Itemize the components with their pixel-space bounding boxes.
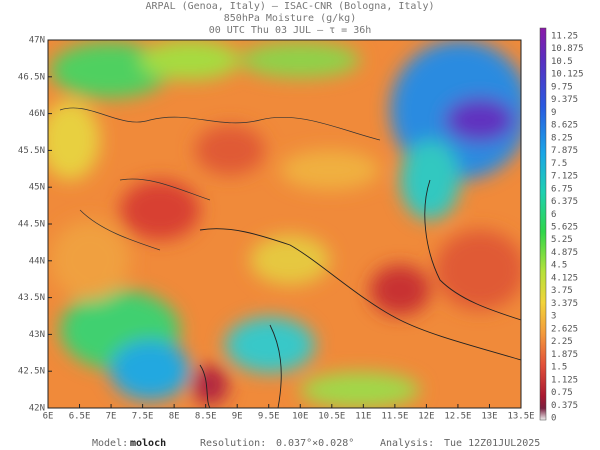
lon-label: 11E — [355, 412, 371, 422]
lat-label: 44.5N — [18, 220, 45, 230]
lon-label: 11.5E — [381, 412, 408, 422]
analysis: Tue 12Z01JUL2025 — [444, 438, 540, 449]
lon-label: 9E — [232, 412, 243, 422]
colorbar-label: 3.75 — [551, 286, 573, 296]
lon-label: 13E — [481, 412, 497, 422]
analysis-label: Analysis: — [380, 438, 434, 449]
lat-label: 47N — [29, 36, 45, 46]
lon-label: 6E — [43, 412, 54, 422]
colorbar-label: 10.125 — [551, 70, 584, 80]
lon-label: 7E — [106, 412, 117, 422]
colorbar-label: 5.25 — [551, 235, 573, 245]
colorbar-label: 6.375 — [551, 197, 578, 207]
header-line: 850hPa Moisture (g/kg) — [224, 13, 356, 24]
model: moloch — [130, 438, 166, 449]
colorbar — [539, 27, 547, 421]
colorbar-label: 6.75 — [551, 184, 573, 194]
colorbar-label: 8.625 — [551, 121, 578, 131]
lat-label: 43.5N — [18, 293, 45, 303]
colorbar-label: 7.875 — [551, 146, 578, 156]
colorbar-label: 0 — [551, 414, 556, 424]
lon-label: 9.5E — [258, 412, 280, 422]
lat-label: 42.5N — [18, 367, 45, 377]
colorbar-label: 9 — [551, 108, 556, 118]
lon-label: 8.5E — [195, 412, 217, 422]
lat-label: 46.5N — [18, 72, 45, 82]
header-line: ARPAL (Genoa, Italy) – ISAC-CNR (Bologna… — [146, 1, 435, 12]
resolution-label: Resolution: — [200, 438, 266, 449]
colorbar-label: 1.125 — [551, 375, 578, 385]
colorbar-label: 6 — [551, 210, 556, 220]
colorbar-label: 2.25 — [551, 337, 573, 347]
resolution: 0.037°×0.028° — [276, 438, 354, 449]
colorbar-label: 9.75 — [551, 82, 573, 92]
lat-label: 45.5N — [18, 146, 45, 156]
lat-label: 44N — [29, 256, 45, 266]
lat-label: 42N — [29, 404, 45, 414]
colorbar-label: 8.25 — [551, 133, 573, 143]
colorbar-label: 10.875 — [551, 44, 584, 54]
colorbar-label: 10.5 — [551, 57, 573, 67]
colorbar-label: 11.25 — [551, 32, 578, 42]
lon-label: 10.5E — [318, 412, 345, 422]
lon-label: 6.5E — [69, 412, 91, 422]
colorbar-label: 9.375 — [551, 95, 578, 105]
colorbar-label: 7.5 — [551, 159, 567, 169]
colorbar-label: 0.75 — [551, 388, 573, 398]
model-label: Model: — [92, 438, 128, 449]
colorbar-labels: 11.25 10.875 10.5 10.125 9.75 9.375 9 8.625 8.25… — [551, 32, 584, 424]
colorbar-label: 1.875 — [551, 350, 578, 360]
footer: Model: moloch Resolution: 0.037°×0.028° … — [92, 438, 540, 449]
lon-label: 8E — [169, 412, 180, 422]
colorbar-label: 5.625 — [551, 223, 578, 233]
colorbar-label: 4.5 — [551, 261, 567, 271]
colorbar-label: 3 — [551, 312, 556, 322]
colorbar-label: 2.625 — [551, 324, 578, 334]
colorbar-label: 3.375 — [551, 299, 578, 309]
colorbar-label: 4.125 — [551, 273, 578, 283]
lat-label: 43N — [29, 330, 45, 340]
map-axes: 47N 46.5N 46N 45.5N 45N 44.5N 44N 43.5N 43N 42.5N… — [18, 36, 535, 422]
lat-label: 45N — [29, 183, 45, 193]
colorbar-label: 4.875 — [551, 248, 578, 258]
header: ARPAL (Genoa, Italy) – ISAC-CNR (Bologna… — [146, 1, 435, 36]
lon-label: 7.5E — [132, 412, 154, 422]
lat-label: 46N — [29, 109, 45, 119]
moisture-field — [48, 40, 521, 408]
lon-label: 13.5E — [507, 412, 534, 422]
header-line: 00 UTC Thu 03 JUL – τ = 36h — [209, 25, 372, 36]
lon-label: 12.5E — [444, 412, 471, 422]
colorbar-label: 7.125 — [551, 172, 578, 182]
colorbar-label: 1.5 — [551, 363, 567, 373]
lon-label: 10E — [292, 412, 308, 422]
lon-label: 12E — [418, 412, 434, 422]
colorbar-label: 0.375 — [551, 401, 578, 411]
